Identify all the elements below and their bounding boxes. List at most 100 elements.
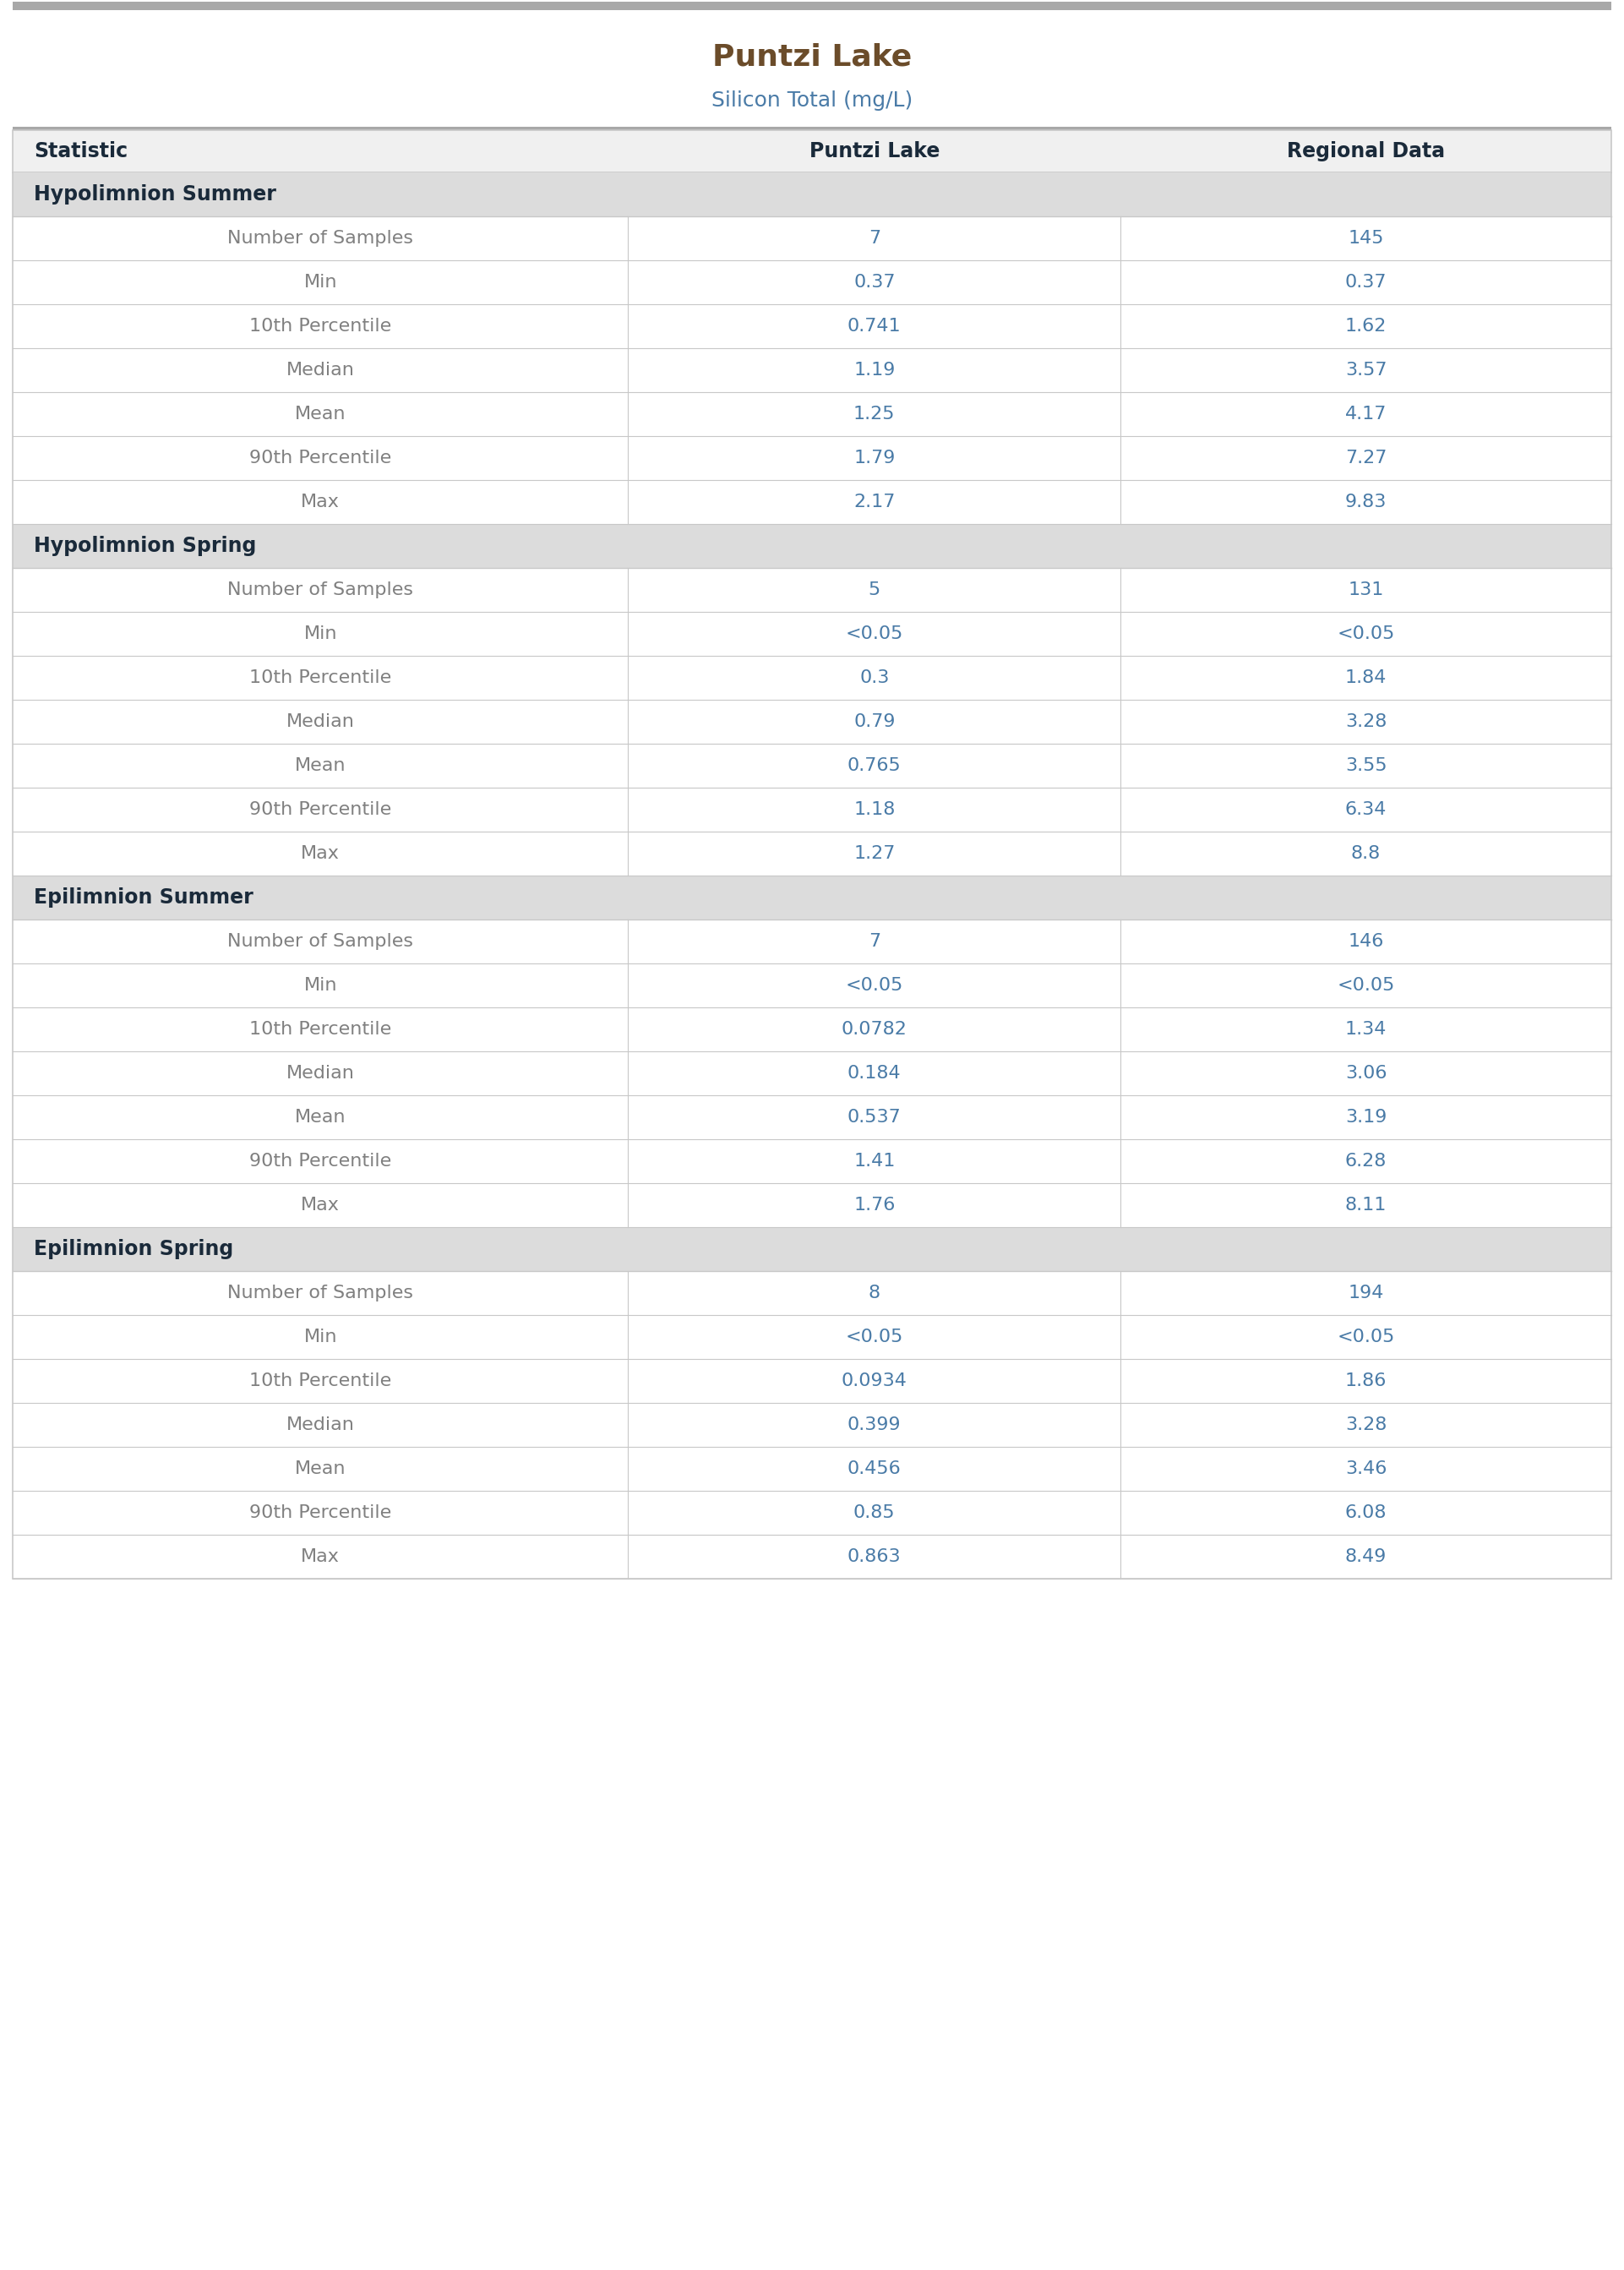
Text: Regional Data: Regional Data xyxy=(1286,141,1445,161)
Bar xyxy=(13,129,1611,1578)
Text: 1.86: 1.86 xyxy=(1345,1373,1387,1389)
Bar xyxy=(13,2,1611,9)
Text: 1.34: 1.34 xyxy=(1345,1022,1387,1037)
Text: <0.05: <0.05 xyxy=(846,627,903,642)
Text: 7: 7 xyxy=(869,229,880,247)
Bar xyxy=(13,1183,1611,1228)
Bar xyxy=(13,173,1611,216)
Text: Puntzi Lake: Puntzi Lake xyxy=(713,43,911,70)
Text: 8: 8 xyxy=(869,1285,880,1301)
Text: 10th Percentile: 10th Percentile xyxy=(250,1022,391,1037)
Text: 9.83: 9.83 xyxy=(1345,493,1387,511)
Text: Min: Min xyxy=(304,1328,338,1346)
Text: 0.537: 0.537 xyxy=(848,1108,901,1126)
Bar xyxy=(13,436,1611,479)
Bar xyxy=(13,1096,1611,1140)
Bar xyxy=(13,127,1611,129)
Text: 3.19: 3.19 xyxy=(1345,1108,1387,1126)
Text: 8.11: 8.11 xyxy=(1345,1196,1387,1214)
Text: 2.17: 2.17 xyxy=(854,493,895,511)
Text: 1.41: 1.41 xyxy=(854,1153,895,1169)
Text: Median: Median xyxy=(286,713,354,731)
Bar xyxy=(13,788,1611,831)
Text: 0.3: 0.3 xyxy=(859,670,890,686)
Text: 1.19: 1.19 xyxy=(854,361,895,379)
Bar xyxy=(13,962,1611,1008)
Text: Mean: Mean xyxy=(296,758,346,774)
Text: 90th Percentile: 90th Percentile xyxy=(250,449,391,468)
Text: Statistic: Statistic xyxy=(34,141,128,161)
Text: 145: 145 xyxy=(1348,229,1384,247)
Text: 5: 5 xyxy=(869,581,880,599)
Text: Mean: Mean xyxy=(296,406,346,422)
Text: 8.8: 8.8 xyxy=(1351,844,1380,863)
Bar xyxy=(13,524,1611,568)
Text: 0.399: 0.399 xyxy=(848,1416,901,1432)
Text: 1.27: 1.27 xyxy=(854,844,895,863)
Text: Number of Samples: Number of Samples xyxy=(227,1285,414,1301)
Bar xyxy=(13,304,1611,347)
Bar xyxy=(13,1491,1611,1535)
Bar xyxy=(13,1051,1611,1096)
Text: 0.79: 0.79 xyxy=(854,713,895,731)
Text: 0.37: 0.37 xyxy=(1345,275,1387,291)
Text: 7: 7 xyxy=(869,933,880,949)
Text: Max: Max xyxy=(300,844,339,863)
Bar xyxy=(13,613,1611,656)
Text: 1.18: 1.18 xyxy=(854,801,895,817)
Bar xyxy=(13,216,1611,261)
Text: 90th Percentile: 90th Percentile xyxy=(250,1505,391,1521)
Text: Puntzi Lake: Puntzi Lake xyxy=(809,141,940,161)
Text: 6.34: 6.34 xyxy=(1345,801,1387,817)
Text: Max: Max xyxy=(300,1196,339,1214)
Bar xyxy=(13,1403,1611,1446)
Text: Min: Min xyxy=(304,275,338,291)
Text: 8.49: 8.49 xyxy=(1345,1548,1387,1566)
Text: 1.76: 1.76 xyxy=(854,1196,895,1214)
Text: <0.05: <0.05 xyxy=(1337,976,1395,994)
Bar xyxy=(13,1314,1611,1360)
Bar xyxy=(13,1008,1611,1051)
Text: <0.05: <0.05 xyxy=(846,976,903,994)
Text: 1.62: 1.62 xyxy=(1345,318,1387,334)
Text: 10th Percentile: 10th Percentile xyxy=(250,1373,391,1389)
Text: 1.25: 1.25 xyxy=(854,406,895,422)
Bar xyxy=(13,129,1611,173)
Text: 0.456: 0.456 xyxy=(848,1460,901,1478)
Text: Median: Median xyxy=(286,1065,354,1083)
Text: 6.28: 6.28 xyxy=(1345,1153,1387,1169)
Text: Mean: Mean xyxy=(296,1108,346,1126)
Text: 3.55: 3.55 xyxy=(1345,758,1387,774)
Text: Epilimnion Spring: Epilimnion Spring xyxy=(34,1239,234,1260)
Text: Max: Max xyxy=(300,493,339,511)
Text: Number of Samples: Number of Samples xyxy=(227,581,414,599)
Text: Min: Min xyxy=(304,627,338,642)
Text: 0.0934: 0.0934 xyxy=(841,1373,908,1389)
Bar xyxy=(13,1228,1611,1271)
Text: Median: Median xyxy=(286,1416,354,1432)
Text: 1.79: 1.79 xyxy=(854,449,895,468)
Bar xyxy=(13,831,1611,876)
Text: 3.06: 3.06 xyxy=(1345,1065,1387,1083)
Bar xyxy=(13,347,1611,393)
Text: 6.08: 6.08 xyxy=(1345,1505,1387,1521)
Bar xyxy=(13,261,1611,304)
Text: 0.0782: 0.0782 xyxy=(841,1022,908,1037)
Bar xyxy=(13,1535,1611,1578)
Text: Median: Median xyxy=(286,361,354,379)
Text: 90th Percentile: 90th Percentile xyxy=(250,801,391,817)
Text: 0.741: 0.741 xyxy=(848,318,901,334)
Text: 0.765: 0.765 xyxy=(848,758,901,774)
Text: 0.37: 0.37 xyxy=(854,275,895,291)
Text: 194: 194 xyxy=(1348,1285,1384,1301)
Text: <0.05: <0.05 xyxy=(1337,627,1395,642)
Bar xyxy=(13,568,1611,613)
Bar xyxy=(13,745,1611,788)
Text: Hypolimnion Summer: Hypolimnion Summer xyxy=(34,184,276,204)
Bar xyxy=(13,919,1611,962)
Text: <0.05: <0.05 xyxy=(1337,1328,1395,1346)
Text: Number of Samples: Number of Samples xyxy=(227,229,414,247)
Bar xyxy=(13,393,1611,436)
Bar xyxy=(13,699,1611,745)
Text: 0.184: 0.184 xyxy=(848,1065,901,1083)
